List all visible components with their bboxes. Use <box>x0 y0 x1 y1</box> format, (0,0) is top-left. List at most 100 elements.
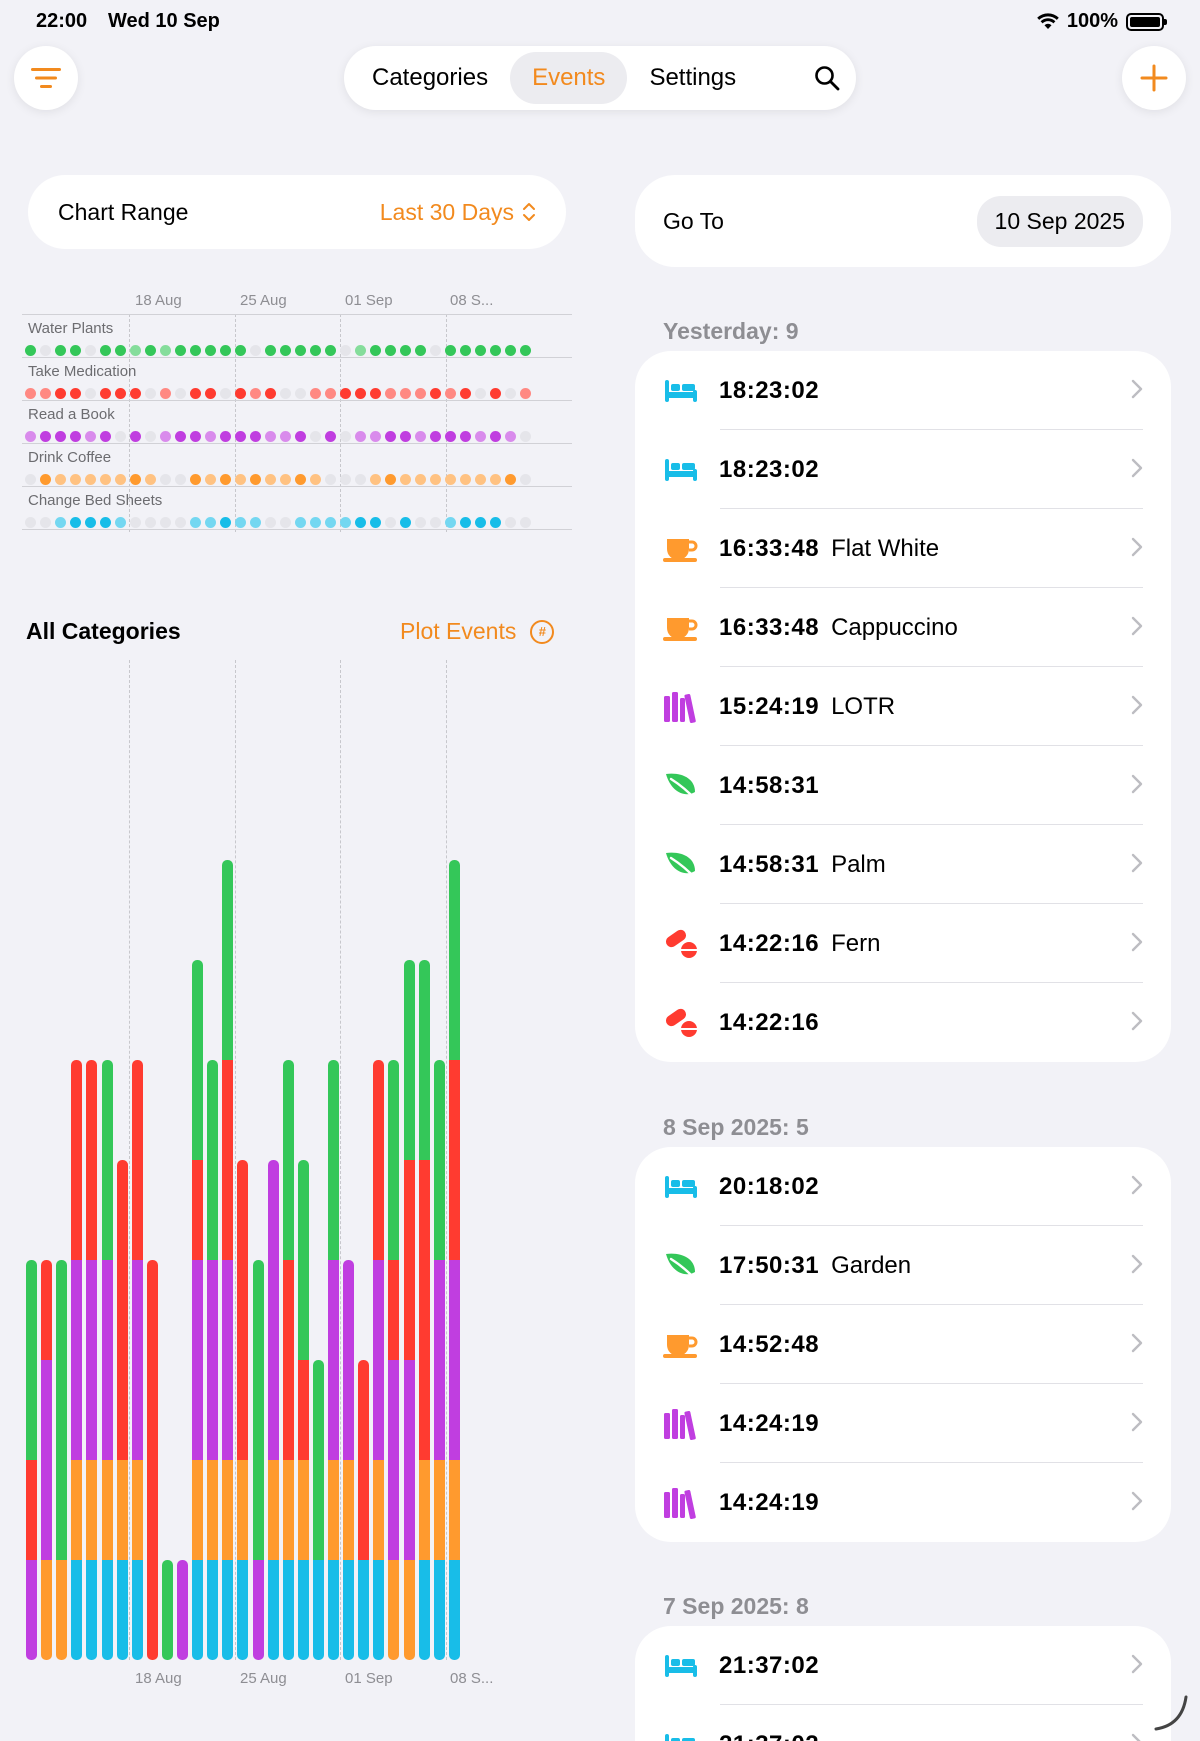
dot-chart-dot <box>25 388 36 399</box>
bar-segment-books <box>343 1260 355 1460</box>
plot-events-button[interactable]: Plot Events # <box>400 618 555 645</box>
tab-events[interactable]: Events <box>510 52 628 104</box>
dot-chart-dot <box>520 517 531 528</box>
add-event-button[interactable] <box>1122 46 1186 110</box>
bar-segment-books <box>71 1260 83 1460</box>
dot-chart-dot <box>175 517 186 528</box>
bar-chart-axis-label: 25 Aug <box>240 1670 287 1687</box>
dot-chart-dot <box>340 345 351 356</box>
event-row[interactable]: 14:52:48 <box>635 1305 1171 1384</box>
dot-chart-dot <box>190 345 201 356</box>
event-row[interactable]: 14:22:16 Fern <box>635 904 1171 983</box>
bar-chart-axis-label: 01 Sep <box>345 1670 393 1687</box>
dot-chart-dot <box>295 474 306 485</box>
scroll-indicator[interactable] <box>1152 1693 1192 1733</box>
event-row[interactable]: 15:24:19 LOTR <box>635 667 1171 746</box>
bar-segment-coffee <box>222 1460 234 1560</box>
bar-segment-plants <box>328 1060 339 1260</box>
event-row[interactable]: 21:37:02 <box>635 1705 1171 1741</box>
dot-chart-dot <box>205 431 216 442</box>
dot-chart-dot <box>445 388 456 399</box>
event-time: 17:50:31 <box>719 1251 820 1279</box>
row-separator <box>720 666 1143 667</box>
dot-chart-dot <box>340 431 351 442</box>
event-row[interactable]: 14:24:19 <box>635 1384 1171 1463</box>
dot-chart-dot <box>85 431 96 442</box>
event-row[interactable]: 14:24:19 <box>635 1463 1171 1542</box>
event-time: 18:23:02 <box>719 455 820 483</box>
all-categories-bar-chart: 18 Aug 25 Aug 01 Sep 08 S... <box>22 660 572 1700</box>
bar-segment-sheets <box>448 1560 460 1660</box>
chevron-right-icon <box>1131 537 1143 562</box>
bar-segment-books <box>267 1160 279 1460</box>
dot-chart-dot <box>160 474 171 485</box>
bed-icon <box>661 450 701 490</box>
dot-chart-dot <box>505 517 516 528</box>
dot-chart-dot <box>40 388 51 399</box>
bar-segment-coffee <box>282 1460 294 1560</box>
tab-categories[interactable]: Categories <box>372 64 489 91</box>
dot-chart-dot <box>415 388 426 399</box>
event-row[interactable]: 17:50:31 Garden <box>635 1226 1171 1305</box>
event-row[interactable]: 14:22:16 <box>635 983 1171 1062</box>
event-time: 21:37:02 <box>719 1731 819 1741</box>
chart-range-value[interactable]: Last 30 Days <box>380 199 536 226</box>
event-time: 20:18:02 <box>719 1172 820 1200</box>
dot-chart-dot <box>100 345 111 356</box>
tab-settings[interactable]: Settings <box>649 64 737 91</box>
dot-chart-dot <box>280 431 291 442</box>
dot-chart-dot <box>385 431 396 442</box>
event-group-card: 21:37:02 21:37:02 <box>635 1626 1171 1741</box>
dot-chart-dot <box>235 388 246 399</box>
bar-segment-meds <box>418 1160 430 1460</box>
chevron-right-icon <box>1131 1333 1143 1358</box>
event-row[interactable]: 14:58:31 Palm <box>635 825 1171 904</box>
dot-chart-dot <box>220 474 231 485</box>
bar-segment-books <box>373 1260 385 1460</box>
bar-segment-coffee <box>448 1460 460 1560</box>
event-note: LOTR <box>831 692 896 720</box>
event-row[interactable]: 20:18:02 <box>635 1147 1171 1226</box>
event-row[interactable]: 18:23:02 <box>635 430 1171 509</box>
dot-chart-row-divider <box>22 400 572 401</box>
event-row[interactable]: 16:33:48 Flat White <box>635 509 1171 588</box>
leaf-icon <box>661 845 701 885</box>
dot-chart-dot <box>235 431 246 442</box>
dot-chart-dot <box>250 474 261 485</box>
bar-segment-sheets <box>312 1560 324 1660</box>
event-row[interactable]: 14:58:31 <box>635 746 1171 825</box>
bar-segment-plants <box>282 1060 294 1260</box>
bar-segment-meds <box>282 1260 294 1460</box>
dot-chart-dot <box>475 388 486 399</box>
coffee-cup-icon <box>661 608 701 648</box>
search-button[interactable] <box>814 65 840 91</box>
dot-chart-dot <box>55 345 66 356</box>
event-row[interactable]: 16:33:48 Cappuccino <box>635 588 1171 667</box>
dot-chart-dot <box>325 345 336 356</box>
go-to-date-picker[interactable]: 10 Sep 2025 <box>976 195 1143 247</box>
event-row[interactable]: 21:37:02 <box>635 1626 1171 1705</box>
dot-chart-dot <box>505 345 516 356</box>
bar-segment-books <box>222 1260 234 1460</box>
event-note: Flat White <box>831 534 940 562</box>
dot-chart-dot <box>355 431 366 442</box>
dot-chart-dot <box>205 474 216 485</box>
dot-chart-dot <box>430 474 441 485</box>
bed-icon <box>661 371 701 411</box>
dot-chart-dot <box>160 388 171 399</box>
dot-chart-axis-label: 25 Aug <box>240 292 287 309</box>
hash-icon: # <box>530 619 555 644</box>
dot-chart-dot <box>115 474 126 485</box>
chevron-right-icon <box>1131 774 1143 799</box>
chart-range-selector[interactable]: Chart Range Last 30 Days <box>28 175 566 249</box>
up-down-chevron-icon <box>523 203 535 221</box>
filter-button[interactable] <box>14 46 78 110</box>
dot-chart-dot <box>250 517 261 528</box>
dot-chart-dot <box>100 388 111 399</box>
dot-chart-dot <box>130 388 141 399</box>
dot-chart-dot <box>400 517 411 528</box>
dot-chart-dot <box>415 474 426 485</box>
dot-chart-dot <box>55 474 66 485</box>
event-row[interactable]: 18:23:02 <box>635 351 1171 430</box>
event-note: Fern <box>831 929 881 957</box>
